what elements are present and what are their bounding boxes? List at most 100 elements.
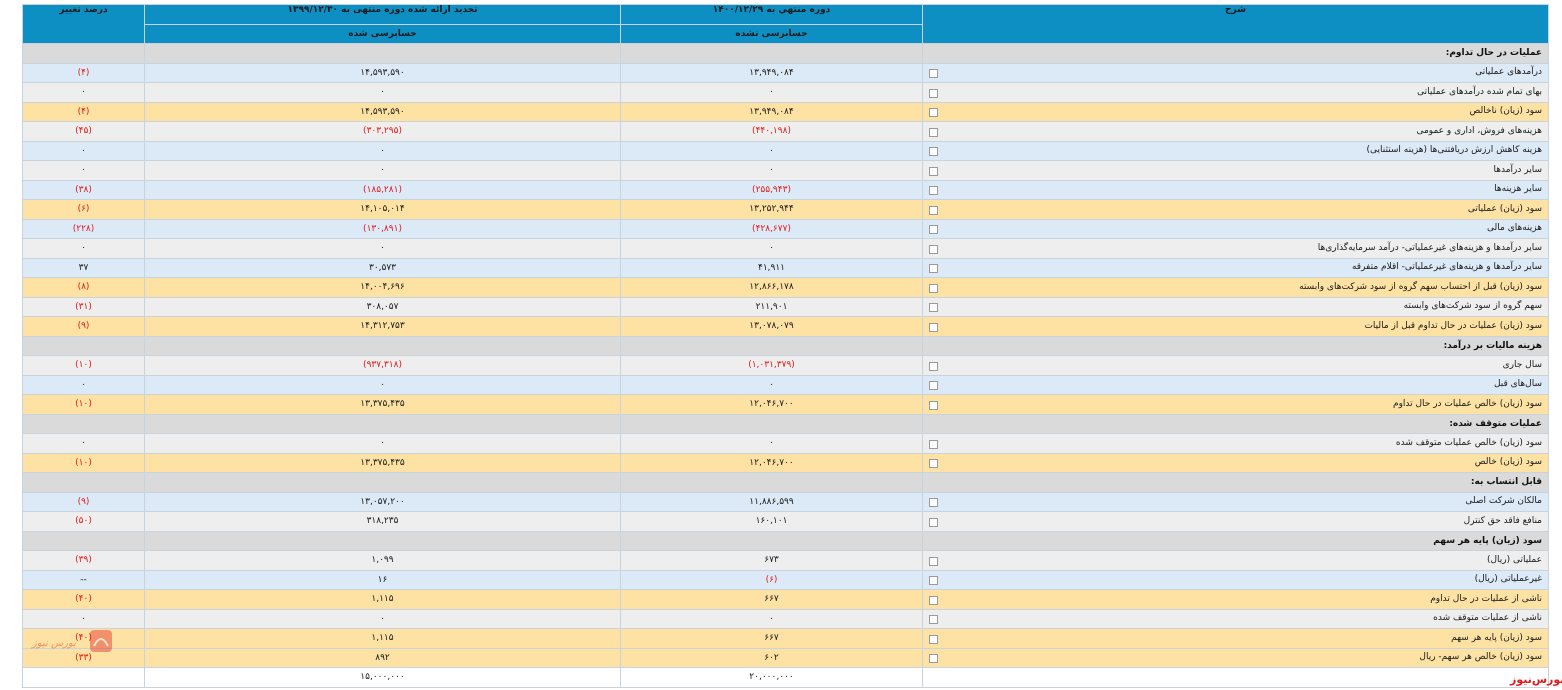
prior-period-value-text: ۱۳,۳۷۵,۴۳۵ <box>360 399 405 410</box>
row-expand-checkbox[interactable] <box>929 400 938 410</box>
row-expand-checkbox[interactable] <box>929 166 938 176</box>
prior-period-value: (۹۳۷,۳۱۸) <box>144 355 621 376</box>
row-expand-checkbox[interactable] <box>929 127 938 137</box>
row-expand-checkbox[interactable] <box>929 69 938 79</box>
percent-change-value-text: (۱۰) <box>75 360 92 371</box>
prior-period-value: ۳۰,۵۷۳ <box>144 257 621 278</box>
current-period-value-text: ۰ <box>769 145 774 156</box>
statement-body: عملیات در حال تداوم: درآمدهای عملیاتی ۱۳,۹… <box>22 43 1549 688</box>
row-description: سود (زیان) خالص هر سهم- ریال <box>922 647 1549 668</box>
row-description-text: عملیات در حال تداوم: <box>1445 48 1542 59</box>
current-period-value: ۰ <box>620 160 923 181</box>
percent-change-value-text: (۳۳) <box>75 652 92 663</box>
prior-period-value: ۱۵,۰۰۰,۰۰۰ <box>144 667 621 688</box>
prior-period-value-text: ۱۴,۱۰۵,۰۱۴ <box>360 204 405 215</box>
table-row: سود (زیان) خالص عملیات در حال تداوم ۱۲,۰۴… <box>22 394 1549 415</box>
prior-period-value-text: ۱۵,۰۰۰,۰۰۰ <box>360 672 405 683</box>
row-expand-checkbox[interactable] <box>929 88 938 98</box>
prior-period-value: (۳۰۳,۲۹۵) <box>144 121 621 142</box>
section-header-row: هزینه مالیات بر درآمد: <box>22 335 1549 356</box>
current-period-value-text: ۶۰۲ <box>764 652 779 663</box>
row-description-text: سود (زیان) خالص عملیات در حال تداوم <box>1393 398 1542 409</box>
row-expand-checkbox[interactable] <box>929 576 938 586</box>
row-description: سود (زیان) عملیات در حال تداوم قبل از ما… <box>922 316 1549 337</box>
prior-period-value: ۰ <box>144 140 621 161</box>
prior-period-value: ۱۳,۰۵۷,۲۰۰ <box>144 491 621 512</box>
table-row: سود (زیان) قبل از احتساب سهم گروه از سود… <box>22 277 1549 298</box>
prior-period-value-text: (۳۰۳,۲۹۵) <box>363 126 402 137</box>
row-expand-checkbox[interactable] <box>929 205 938 215</box>
current-period-value-text: ۱۶۰,۱۰۱ <box>755 516 788 527</box>
percent-change-value-text: (۴۵) <box>75 126 92 137</box>
current-period-value: ۱۳,۲۵۲,۹۴۴ <box>620 199 923 220</box>
prior-period-value: ۱,۰۹۹ <box>144 550 621 571</box>
prior-period-value-text: (۱۳۰,۸۹۱) <box>363 223 402 234</box>
row-expand-checkbox[interactable] <box>929 634 938 644</box>
row-expand-checkbox[interactable] <box>929 303 938 313</box>
row-description: درآمدهای عملیاتی <box>922 62 1549 83</box>
prior-period-value: ۱,۱۱۵ <box>144 589 621 610</box>
table-row: سود (زیان) خالص ۱۲,۰۴۶,۷۰۰ ۱۳,۳۷۵,۴۳۵ (۱۰) <box>22 452 1549 473</box>
row-description-text: درآمدهای عملیاتی <box>1475 67 1542 78</box>
table-row: ناشی از عملیات در حال تداوم ۶۶۷ ۱,۱۱۵ (۴۰) <box>22 589 1549 610</box>
section-header-row: قابل انتساب به: <box>22 472 1549 493</box>
prior-period-value: (۱۸۵,۲۸۱) <box>144 179 621 200</box>
prior-period-value: ۱۴,۳۱۲,۷۵۳ <box>144 316 621 337</box>
percent-change-value <box>22 472 145 493</box>
section-header-row: عملیات در حال تداوم: <box>22 43 1549 64</box>
row-expand-checkbox[interactable] <box>929 264 938 274</box>
row-expand-checkbox[interactable] <box>929 459 938 469</box>
percent-change-value-text: ۰ <box>81 613 86 624</box>
percent-change-value-text: ۰ <box>81 145 86 156</box>
row-expand-checkbox[interactable] <box>929 108 938 118</box>
row-expand-checkbox[interactable] <box>929 361 938 371</box>
row-expand-checkbox[interactable] <box>929 322 938 332</box>
row-description: عملیات متوقف شده: <box>922 413 1549 434</box>
percent-change-value: ۰ <box>22 140 145 161</box>
row-expand-checkbox[interactable] <box>929 244 938 254</box>
row-description: سایر درآمدها و هزینه‌های غیرعملیاتی- اقل… <box>922 257 1549 278</box>
prior-period-value: (۱۳۰,۸۹۱) <box>144 218 621 239</box>
percent-change-value-text: (۴۰) <box>75 633 92 644</box>
row-expand-checkbox[interactable] <box>929 439 938 449</box>
prior-period-value-text: ۰ <box>380 145 385 156</box>
header-prior-audit-status: حسابرسی شده <box>144 23 621 44</box>
current-period-value: ۶۶۷ <box>620 589 923 610</box>
row-expand-checkbox[interactable] <box>929 147 938 157</box>
row-expand-checkbox[interactable] <box>929 654 938 664</box>
row-expand-checkbox[interactable] <box>929 283 938 293</box>
current-period-value-text: (۴۴۰,۱۹۸) <box>752 126 791 137</box>
table-row: هزینه‌های فروش، اداری و عمومی (۴۴۰,۱۹۸) (۳… <box>22 121 1549 142</box>
current-period-value: ۶۷۳ <box>620 550 923 571</box>
percent-change-value <box>22 43 145 64</box>
current-period-value: ۰ <box>620 82 923 103</box>
current-period-value-text: (۲۵۵,۹۴۳) <box>752 184 791 195</box>
percent-change-value: (۲۲۸) <box>22 218 145 239</box>
current-period-value-text: ۰ <box>769 243 774 254</box>
row-expand-checkbox[interactable] <box>929 186 938 196</box>
row-expand-checkbox[interactable] <box>929 517 938 527</box>
row-expand-checkbox[interactable] <box>929 381 938 391</box>
row-description: سایر درآمدها <box>922 160 1549 181</box>
row-expand-checkbox[interactable] <box>929 556 938 566</box>
row-description-text: مالکان شرکت اصلی <box>1465 496 1542 507</box>
row-description-text: غیرعملیاتی (ریال) <box>1474 574 1542 585</box>
percent-change-value: (۴) <box>22 62 145 83</box>
section-header-row: عملیات متوقف شده: <box>22 413 1549 434</box>
row-expand-checkbox[interactable] <box>929 225 938 235</box>
current-period-value: ۶۶۷ <box>620 628 923 649</box>
table-row: سود (زیان) عملیات در حال تداوم قبل از ما… <box>22 316 1549 337</box>
row-description-text: سایر درآمدها و هزینه‌های غیرعملیاتی- درآ… <box>1317 242 1542 253</box>
prior-period-value: ۰ <box>144 374 621 395</box>
watermark-logo: بورس نیوز <box>30 630 112 652</box>
row-expand-checkbox[interactable] <box>929 615 938 625</box>
row-expand-checkbox[interactable] <box>929 595 938 605</box>
prior-period-value <box>144 530 621 551</box>
row-description: سود (زیان) قبل از احتساب سهم گروه از سود… <box>922 277 1549 298</box>
row-description-text: هزینه‌های فروش، اداری و عمومی <box>1416 125 1542 136</box>
table-row: ۲۰,۰۰۰,۰۰۰ ۱۵,۰۰۰,۰۰۰ <box>22 667 1549 688</box>
row-description-text: سود (زیان) خالص <box>1474 457 1542 468</box>
row-expand-checkbox[interactable] <box>929 498 938 508</box>
current-period-value-text: ۶۶۷ <box>764 594 779 605</box>
row-description-text: سایر هزینه‌ها <box>1494 184 1542 195</box>
